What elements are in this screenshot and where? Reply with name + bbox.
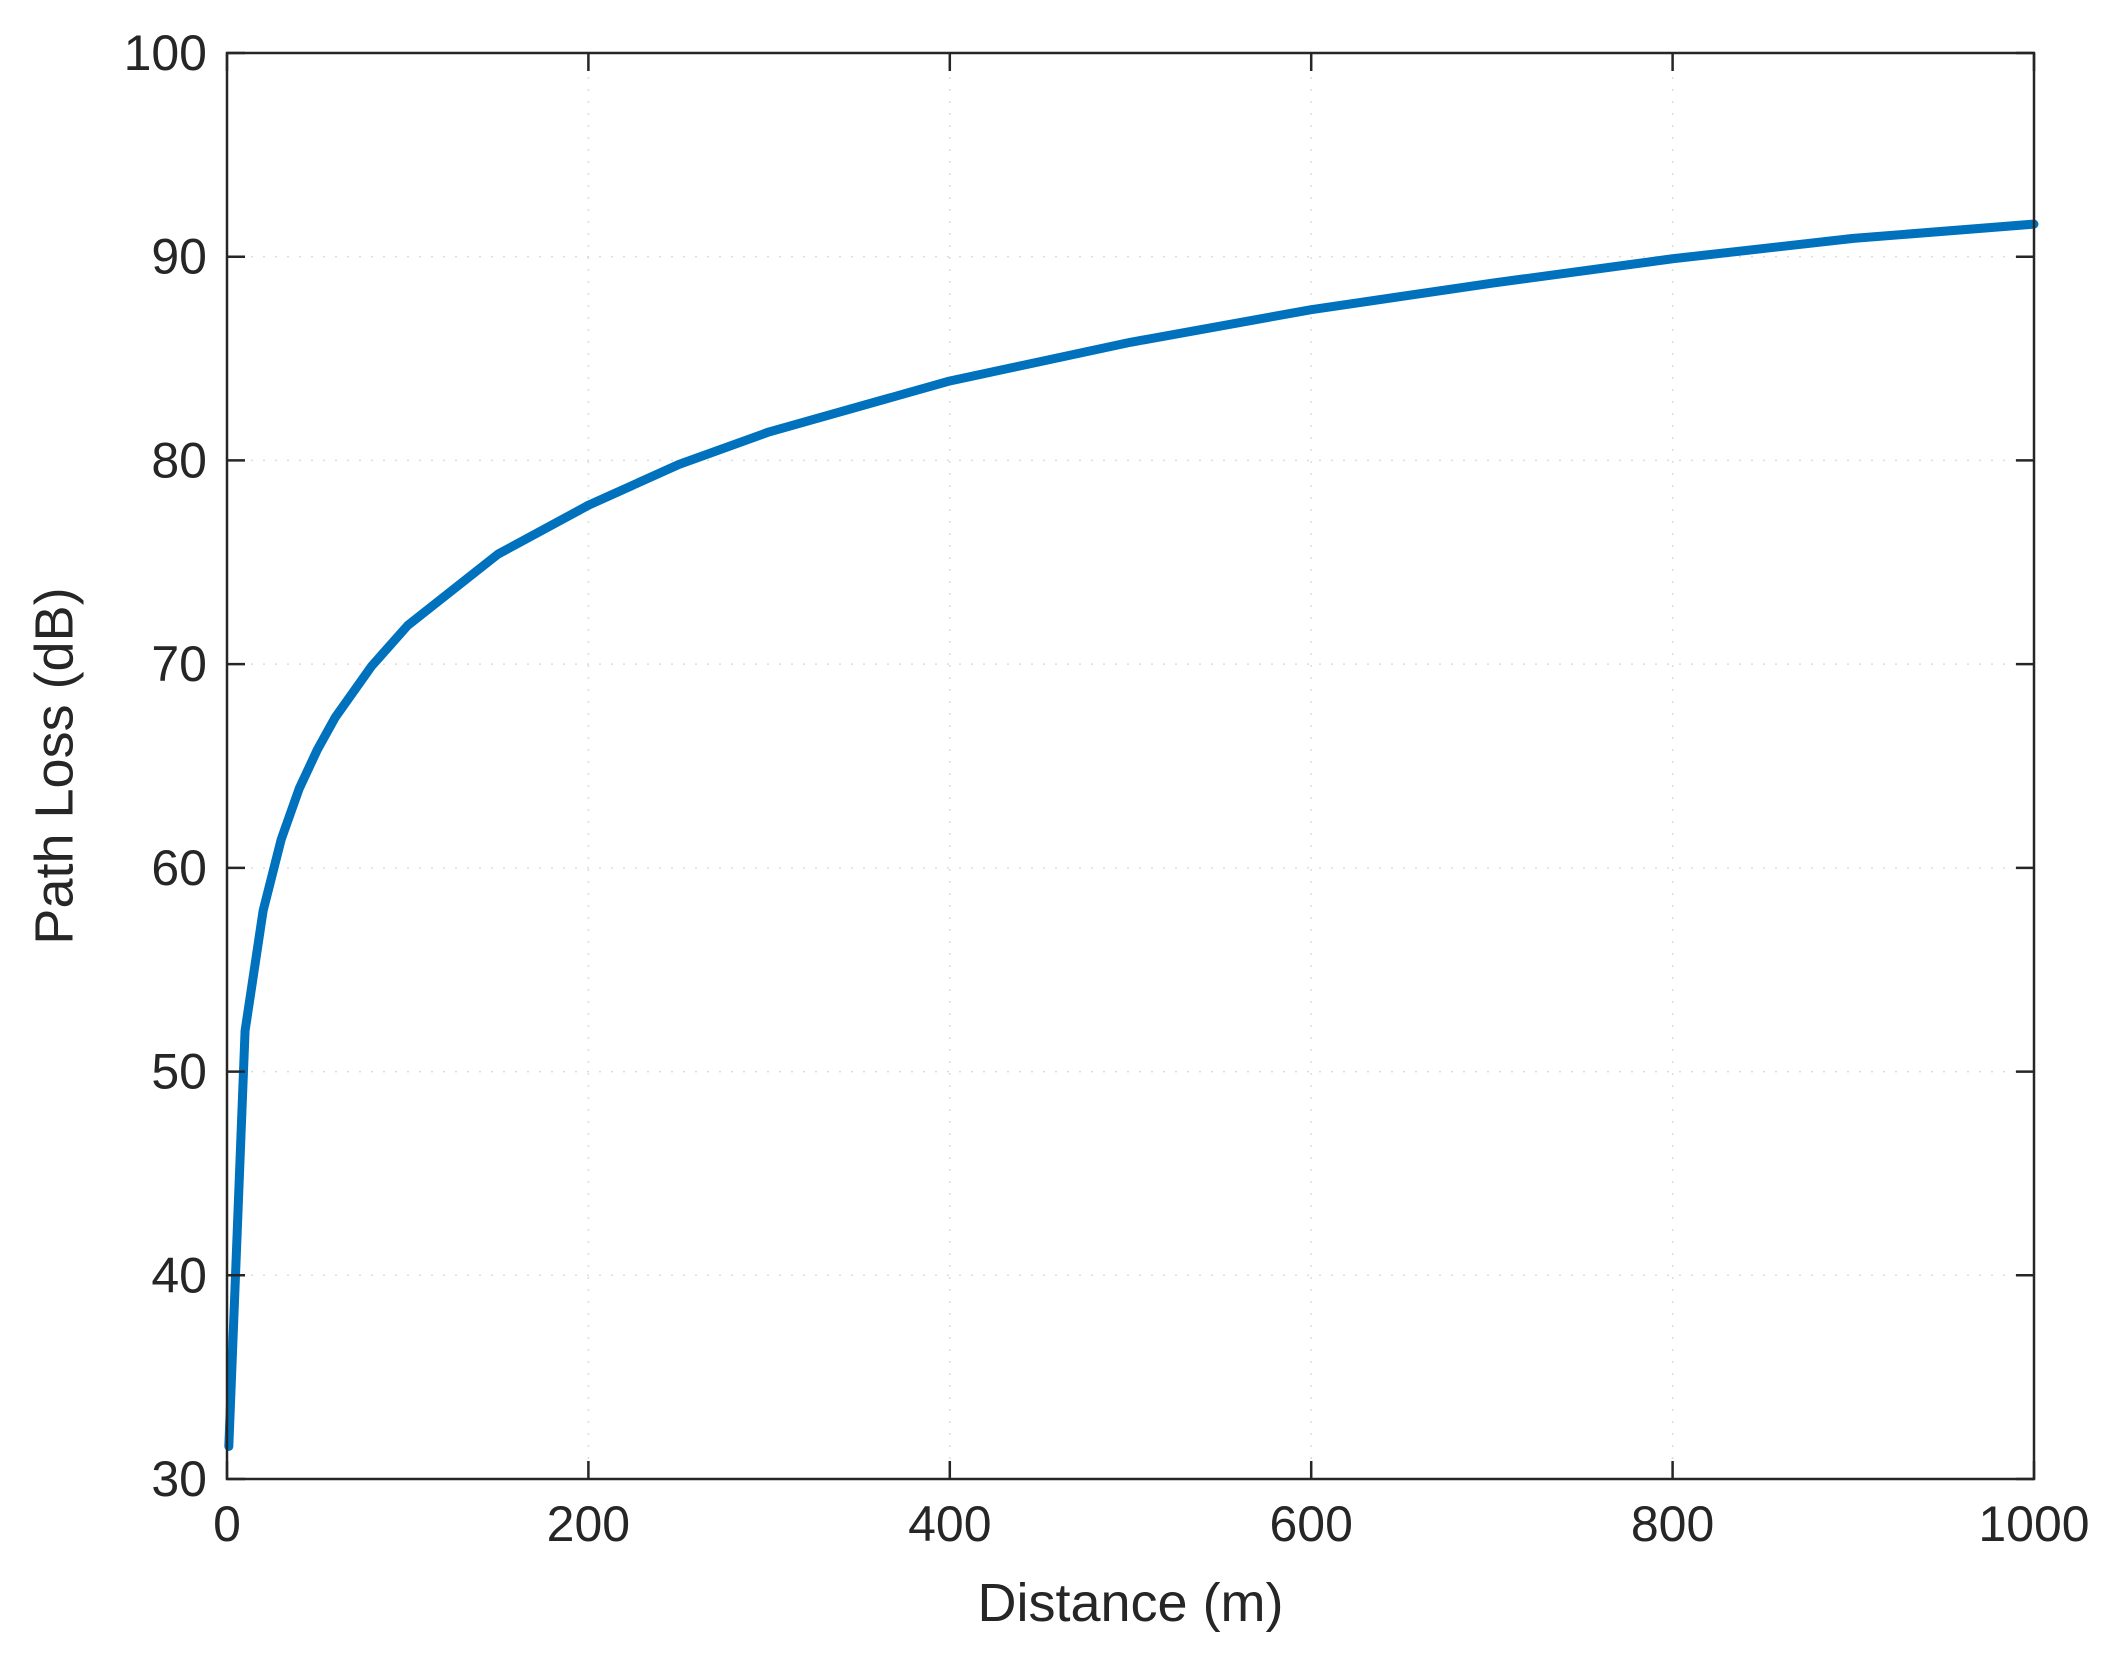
axes-box — [225, 51, 2036, 1481]
x-tick-label: 600 — [1269, 1496, 1352, 1552]
tick-marks — [225, 51, 2036, 1481]
y-tick-label: 60 — [151, 840, 207, 896]
y-tick-label: 100 — [124, 25, 207, 81]
x-tick-label: 0 — [213, 1496, 241, 1552]
y-tick-label: 70 — [151, 636, 207, 692]
x-tick-label: 1000 — [1978, 1496, 2089, 1552]
y-tick-label: 40 — [151, 1247, 207, 1303]
x-tick-label: 800 — [1631, 1496, 1714, 1552]
y-tick-label: 80 — [151, 432, 207, 488]
y-tick-label: 90 — [151, 229, 207, 285]
x-tick-label: 200 — [547, 1496, 630, 1552]
series-layer — [224, 219, 2039, 1451]
path-loss-line — [224, 219, 2039, 1451]
y-tick-label: 30 — [151, 1451, 207, 1507]
x-tick-label: 400 — [908, 1496, 991, 1552]
x-tick-labels: 0 200 400 600 800 1000 — [213, 1496, 2090, 1552]
x-axis-label: Distance (m) — [977, 1573, 1283, 1633]
y-axis-label: Path Loss (dB) — [24, 587, 84, 944]
y-tick-labels: 30 40 50 60 70 80 90 100 — [124, 25, 207, 1507]
y-tick-label: 50 — [151, 1044, 207, 1100]
